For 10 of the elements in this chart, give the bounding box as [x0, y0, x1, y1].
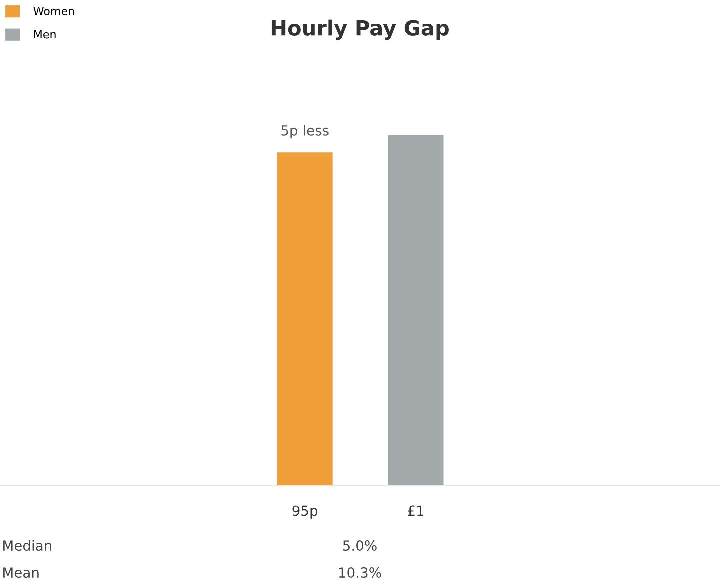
- legend-label: Men: [34, 30, 56, 39]
- text: 5.0%: [343, 540, 377, 552]
- x-tick-label: £1: [408, 506, 424, 516]
- x-tick-label: 95p: [292, 506, 318, 519]
- text: Mean: [4, 568, 39, 578]
- legend-label: Women: [34, 7, 74, 16]
- text: Median: [4, 540, 52, 552]
- chart-title: Hourly Pay Gap: [272, 20, 449, 40]
- annotation: 5p less: [282, 125, 329, 139]
- text: 10.3%: [339, 568, 382, 578]
